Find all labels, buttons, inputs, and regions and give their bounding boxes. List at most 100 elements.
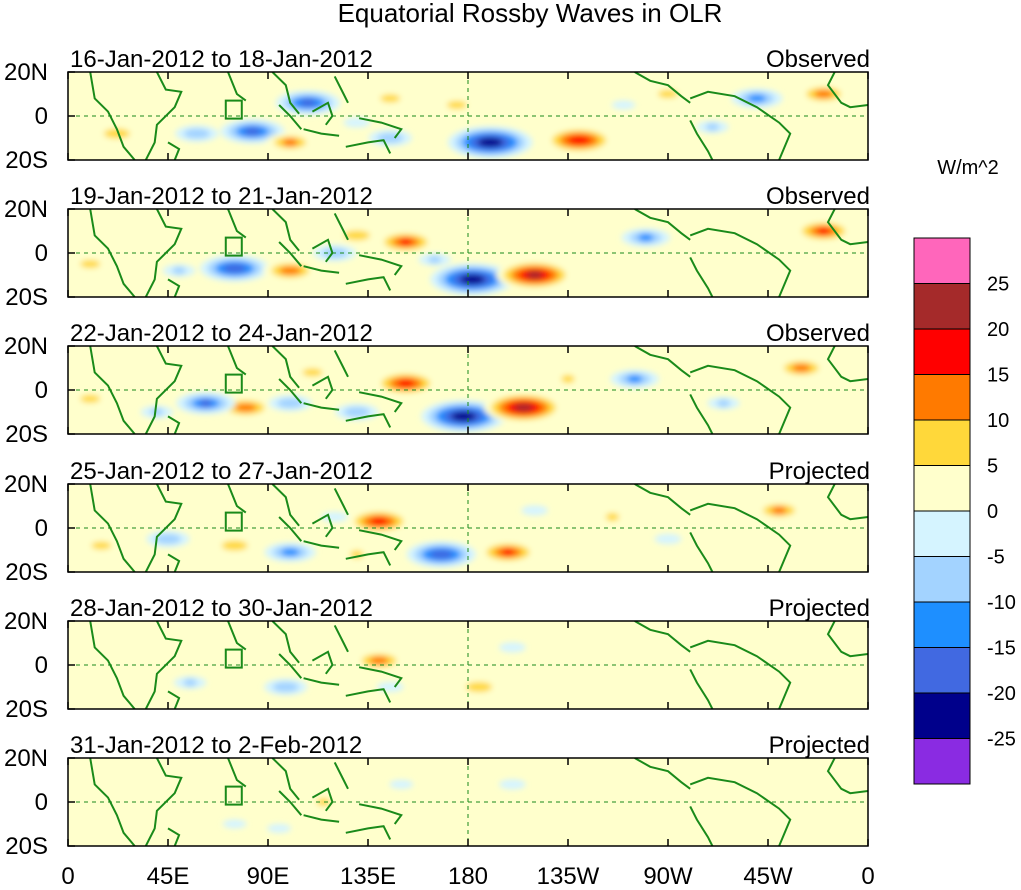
anomaly-contour	[302, 368, 323, 377]
coastline	[311, 375, 334, 400]
anomaly-contour	[716, 399, 731, 408]
y-tick-label: 20N	[4, 745, 48, 772]
anomaly-field	[87, 621, 868, 709]
anomaly-contour	[199, 399, 212, 408]
x-axis: 0 45E 90E 135E 180 135W 90W 45W 0	[61, 863, 874, 890]
anomaly-contour	[277, 398, 304, 409]
coastline	[826, 484, 868, 521]
coastline	[689, 502, 792, 572]
anomaly-contour	[429, 550, 453, 559]
colorbar-swatch	[913, 237, 971, 284]
anomaly-contour	[427, 255, 442, 264]
coastline	[826, 346, 868, 383]
anomaly-contour	[243, 127, 262, 136]
anomaly-contour	[272, 682, 299, 692]
coastline	[271, 346, 300, 389]
anomaly-contour	[721, 358, 749, 369]
anomaly-contour	[132, 230, 160, 241]
anomaly-contour	[567, 135, 591, 145]
coastline	[227, 209, 247, 239]
anomaly-contour	[477, 137, 503, 148]
coastline	[227, 346, 247, 376]
coastline	[311, 513, 334, 538]
map-panel: 19-Jan-2012 to 21-Jan-2012 Observed 20N 0 20…	[4, 183, 870, 311]
anomaly-contour	[80, 260, 101, 268]
coastline	[689, 90, 792, 160]
colorbar-swatch	[913, 692, 971, 739]
coastline	[167, 141, 181, 160]
coastline	[303, 402, 340, 411]
panel-status-label: Observed	[766, 320, 870, 347]
coastline	[345, 825, 392, 840]
coastline	[634, 72, 691, 104]
y-tick-label: 20S	[5, 147, 48, 174]
anomaly-contour	[817, 227, 830, 235]
anomaly-contour	[91, 541, 112, 550]
coastline	[826, 72, 868, 109]
coastline	[144, 758, 183, 846]
coastline	[278, 516, 303, 542]
anomaly-contour	[221, 540, 248, 551]
anomaly-contour	[627, 375, 643, 383]
coastline	[689, 256, 714, 297]
coastline	[634, 621, 691, 653]
coastline	[167, 278, 181, 297]
coastline	[227, 621, 247, 651]
colorbar-tick-label: 5	[987, 456, 998, 478]
anomaly-contour	[370, 517, 388, 526]
coastline	[311, 650, 334, 675]
anomaly-contour	[450, 411, 477, 422]
colorbar-tick-label: -15	[987, 638, 1016, 660]
anomaly-contour	[459, 274, 486, 285]
colorbar-units-label: W/m^2	[937, 157, 999, 179]
anomaly-contour	[638, 233, 654, 242]
coastline	[345, 276, 392, 291]
anomaly-field	[71, 209, 868, 297]
coastline	[634, 209, 691, 241]
coastline	[689, 119, 714, 160]
coastline	[333, 75, 349, 104]
coastline	[689, 364, 792, 434]
anomaly-contour	[397, 379, 415, 388]
index-region-box	[224, 373, 243, 394]
coastline	[278, 104, 303, 130]
coastline	[303, 265, 340, 274]
map-panel: 25-Jan-2012 to 27-Jan-2012 Projected 20N 0 2…	[4, 458, 870, 586]
index-region-box	[224, 99, 243, 120]
colorbar-tick-label: -10	[987, 592, 1016, 614]
index-region-box	[224, 236, 243, 257]
map-panel: 22-Jan-2012 to 24-Jan-2012 Observed 20N 0 20…	[4, 320, 870, 448]
coastline	[303, 540, 340, 549]
colorbar-tick-label: -25	[987, 729, 1016, 751]
anomaly-contour	[235, 403, 257, 412]
anomaly-contour	[654, 533, 682, 545]
coastline	[689, 805, 714, 846]
anomaly-contour	[281, 548, 300, 557]
colorbar-swatch	[913, 601, 971, 648]
anomaly-contour	[635, 787, 657, 795]
anomaly-contour	[267, 823, 291, 833]
coastline	[358, 529, 403, 551]
coastline	[278, 378, 303, 404]
colorbar-swatch	[913, 465, 971, 512]
anomaly-contour	[543, 230, 571, 241]
colorbar-swatch	[913, 283, 971, 330]
coastline	[358, 117, 403, 139]
y-tick-label: 20S	[5, 284, 48, 311]
anomaly-contour	[150, 408, 164, 416]
anomaly-contour	[466, 682, 493, 692]
colorbar-swatch	[913, 738, 971, 785]
colorbar-tick-label: 20	[987, 319, 1009, 341]
anomaly-contour	[658, 90, 678, 98]
coastline	[271, 484, 300, 527]
map-panel: 31-Jan-2012 to 2-Feb-2012 Projected 20N 0 20…	[4, 732, 870, 860]
y-tick-label: 20N	[4, 333, 48, 360]
anomaly-contour	[747, 94, 766, 103]
colorbar-tick-label: 0	[987, 501, 998, 523]
anomaly-field	[89, 72, 868, 160]
y-tick-label: 20S	[5, 559, 48, 586]
chart-title: Equatorial Rossby Waves in OLR	[338, 0, 723, 28]
y-tick-label: 0	[35, 103, 48, 130]
coastline	[345, 551, 392, 566]
y-tick-label: 0	[35, 789, 48, 816]
